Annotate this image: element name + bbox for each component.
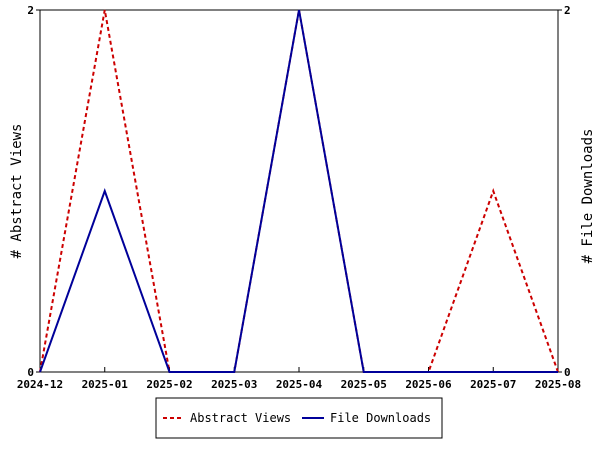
x-tick-label: 2025-05 (341, 378, 387, 391)
plot-area (39, 9, 559, 373)
x-tick-label: 2025-08 (535, 378, 581, 391)
right-axis-title: # File Downloads (580, 129, 596, 264)
x-tick-label: 2025-03 (211, 378, 257, 391)
x-axis: 2024-12 2025-01 2025-02 2025-03 2025-04 2025-… (17, 367, 581, 391)
x-tick-label: 2025-01 (82, 378, 129, 391)
left-y-tick-label: 0 (27, 366, 34, 379)
left-y-tick-label: 2 (27, 4, 34, 17)
series-line-abstract-views (39, 9, 559, 373)
legend: Abstract Views File Downloads (155, 397, 443, 439)
series-lines (39, 9, 559, 373)
x-tick-label: 2024-12 (17, 378, 63, 391)
right-y-tick-label: 0 (564, 366, 571, 379)
x-tick-label: 2025-07 (470, 378, 516, 391)
legend-box (155, 397, 443, 439)
x-tick-label: 2025-02 (146, 378, 192, 391)
x-tick-label: 2025-06 (405, 378, 452, 391)
x-tick-label: 2025-04 (276, 378, 323, 391)
series-line-file-downloads (39, 9, 558, 373)
legend-label-file-downloads: File Downloads (330, 411, 431, 425)
legend-label-abstract-views: Abstract Views (190, 411, 291, 425)
left-axis-title: # Abstract Views (9, 124, 25, 259)
right-y-tick-label: 2 (564, 4, 571, 17)
